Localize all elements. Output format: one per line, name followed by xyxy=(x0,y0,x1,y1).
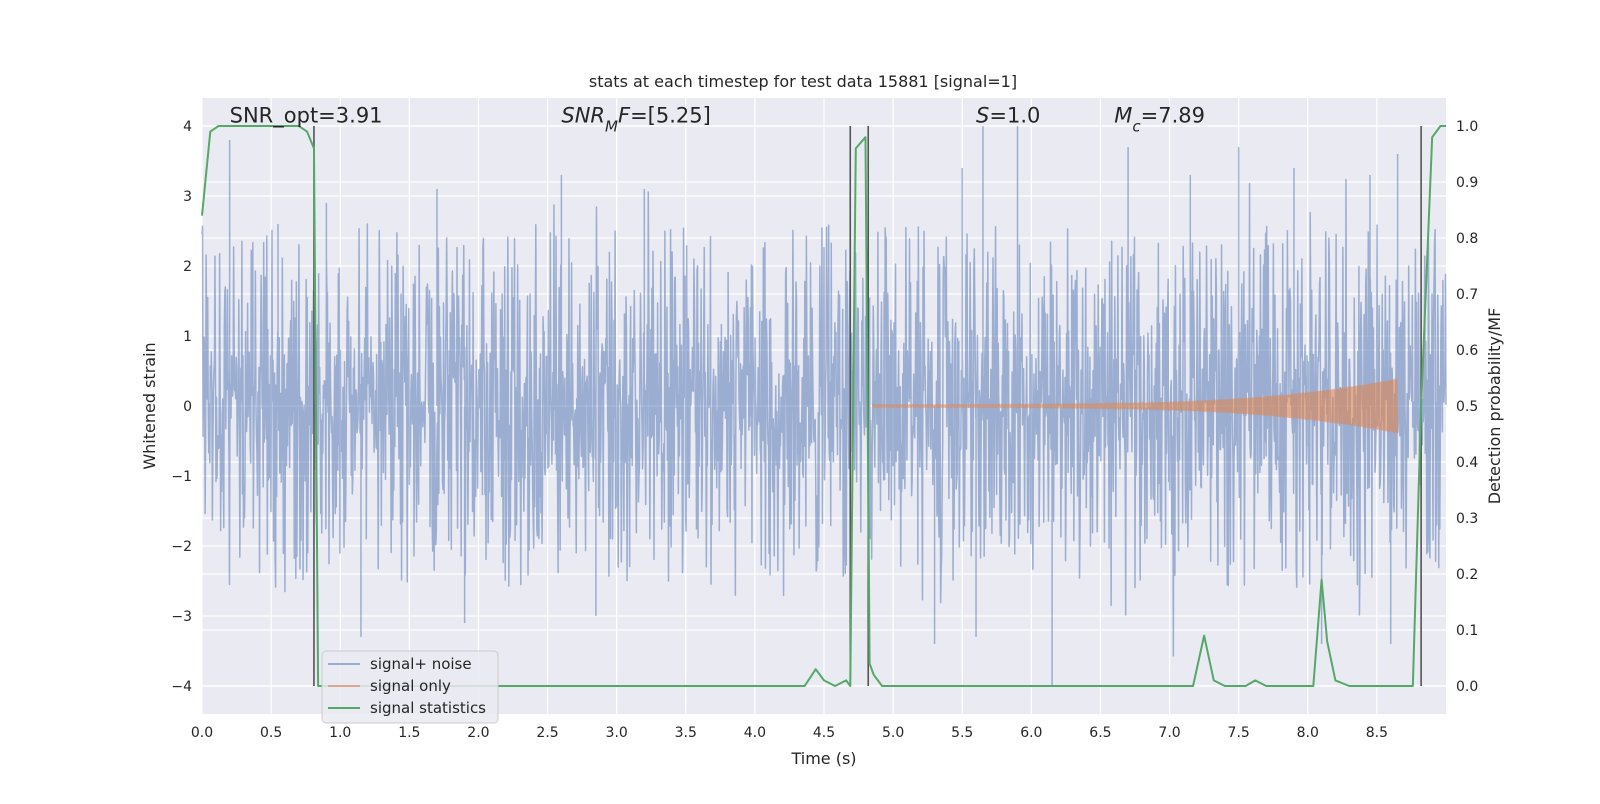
y-right-tick-label: 0.8 xyxy=(1456,231,1478,247)
x-tick-label: 7.0 xyxy=(1158,725,1180,741)
x-tick-label: 1.0 xyxy=(329,725,351,741)
annotation-s-stat: S=1.0 xyxy=(976,104,1040,128)
y-left-tick-label: 0 xyxy=(183,399,192,415)
x-axis-label: Time (s) xyxy=(790,749,856,768)
x-tick-label: 8.0 xyxy=(1297,725,1319,741)
y-left-tick-label: −3 xyxy=(171,609,192,625)
y-right-tick-label: 0.7 xyxy=(1456,287,1478,303)
annotation-part: =7.89 xyxy=(1141,104,1205,128)
annotations: SNR_opt=3.91 SNRMF=[5.25] S=1.0 Mc=7.89 xyxy=(230,104,1205,136)
y-left-tick-label: 4 xyxy=(183,119,192,135)
series-signal-noise-line xyxy=(201,126,1447,686)
annotation-part: =1.0 xyxy=(989,104,1040,128)
x-tick-label: 7.5 xyxy=(1228,725,1250,741)
x-tick-label: 5.0 xyxy=(882,725,904,741)
y-right-tick-label: 0.2 xyxy=(1456,567,1478,583)
y-right-tick-label: 0.0 xyxy=(1456,679,1478,695)
y-axis-label-right: Detection probability/MF xyxy=(1485,308,1504,505)
y-right-tick-label: 0.5 xyxy=(1456,399,1478,415)
annotation-part: M xyxy=(605,118,618,136)
legend-entry: signal statistics xyxy=(370,699,486,717)
annotation-part: S xyxy=(976,104,989,128)
annotation-part: SNR xyxy=(561,104,605,128)
x-tick-label: 4.5 xyxy=(813,725,835,741)
chart-title: stats at each timestep for test data 158… xyxy=(589,72,1017,91)
legend-entry: signal+ noise xyxy=(370,655,472,673)
annotation-part: c xyxy=(1132,118,1141,136)
annotation-part: =[5.25] xyxy=(630,104,711,128)
x-tick-label: 5.5 xyxy=(951,725,973,741)
x-tick-label: 3.0 xyxy=(606,725,628,741)
x-tick-label: 0.5 xyxy=(260,725,282,741)
x-tick-label: 2.5 xyxy=(536,725,558,741)
annotation-snr-opt: SNR_opt=3.91 xyxy=(230,104,383,129)
annotation-part: SNR_opt=3.91 xyxy=(230,104,383,129)
y-left-tick-label: −1 xyxy=(171,469,192,485)
legend: signal+ noise signal only signal statistic… xyxy=(321,650,499,724)
annotation-part: M xyxy=(1114,104,1132,128)
y-right-tick-label: 1.0 xyxy=(1456,119,1478,135)
annotation-part: F xyxy=(618,104,631,128)
x-tick-label: 8.5 xyxy=(1366,725,1388,741)
legend-box xyxy=(321,650,499,724)
x-tick-label: 1.5 xyxy=(398,725,420,741)
y-left-tick-label: −4 xyxy=(171,679,192,695)
legend-entry: signal only xyxy=(370,677,451,695)
x-tick-label: 6.0 xyxy=(1020,725,1042,741)
annotation-snr-mf: SNRMF=[5.25] xyxy=(561,104,710,136)
x-tick-label: 6.5 xyxy=(1089,725,1111,741)
y-right-tick-label: 0.6 xyxy=(1456,343,1478,359)
y-right-tick-label: 0.9 xyxy=(1456,175,1478,191)
series-signal-statistics-line xyxy=(201,125,1446,687)
y-left-tick-label: 2 xyxy=(183,259,192,275)
annotation-chirp-mass: Mc=7.89 xyxy=(1114,104,1205,136)
y-right-tick-label: 0.1 xyxy=(1456,623,1478,639)
y-right-tick-label: 0.4 xyxy=(1456,455,1478,471)
y-right-tick-label: 0.3 xyxy=(1456,511,1478,527)
y-left-tick-label: 3 xyxy=(183,189,192,205)
series-signal-only-line xyxy=(871,378,1399,434)
x-tick-label: 4.0 xyxy=(744,725,766,741)
data-layer xyxy=(201,125,1447,687)
y-axis-label-left: Whitened strain xyxy=(140,342,159,469)
y-left-tick-label: −2 xyxy=(171,539,192,555)
x-tick-label: 3.5 xyxy=(675,725,697,741)
tick-labels: 0.0 0.5 1.0 1.5 2.0 2.5 3.0 3.5 4.0 4.5 5.0 5.5 6.0 6… xyxy=(171,119,1478,741)
x-tick-label: 2.0 xyxy=(467,725,489,741)
y-left-tick-label: 1 xyxy=(183,329,192,345)
x-tick-label: 0.0 xyxy=(191,725,213,741)
